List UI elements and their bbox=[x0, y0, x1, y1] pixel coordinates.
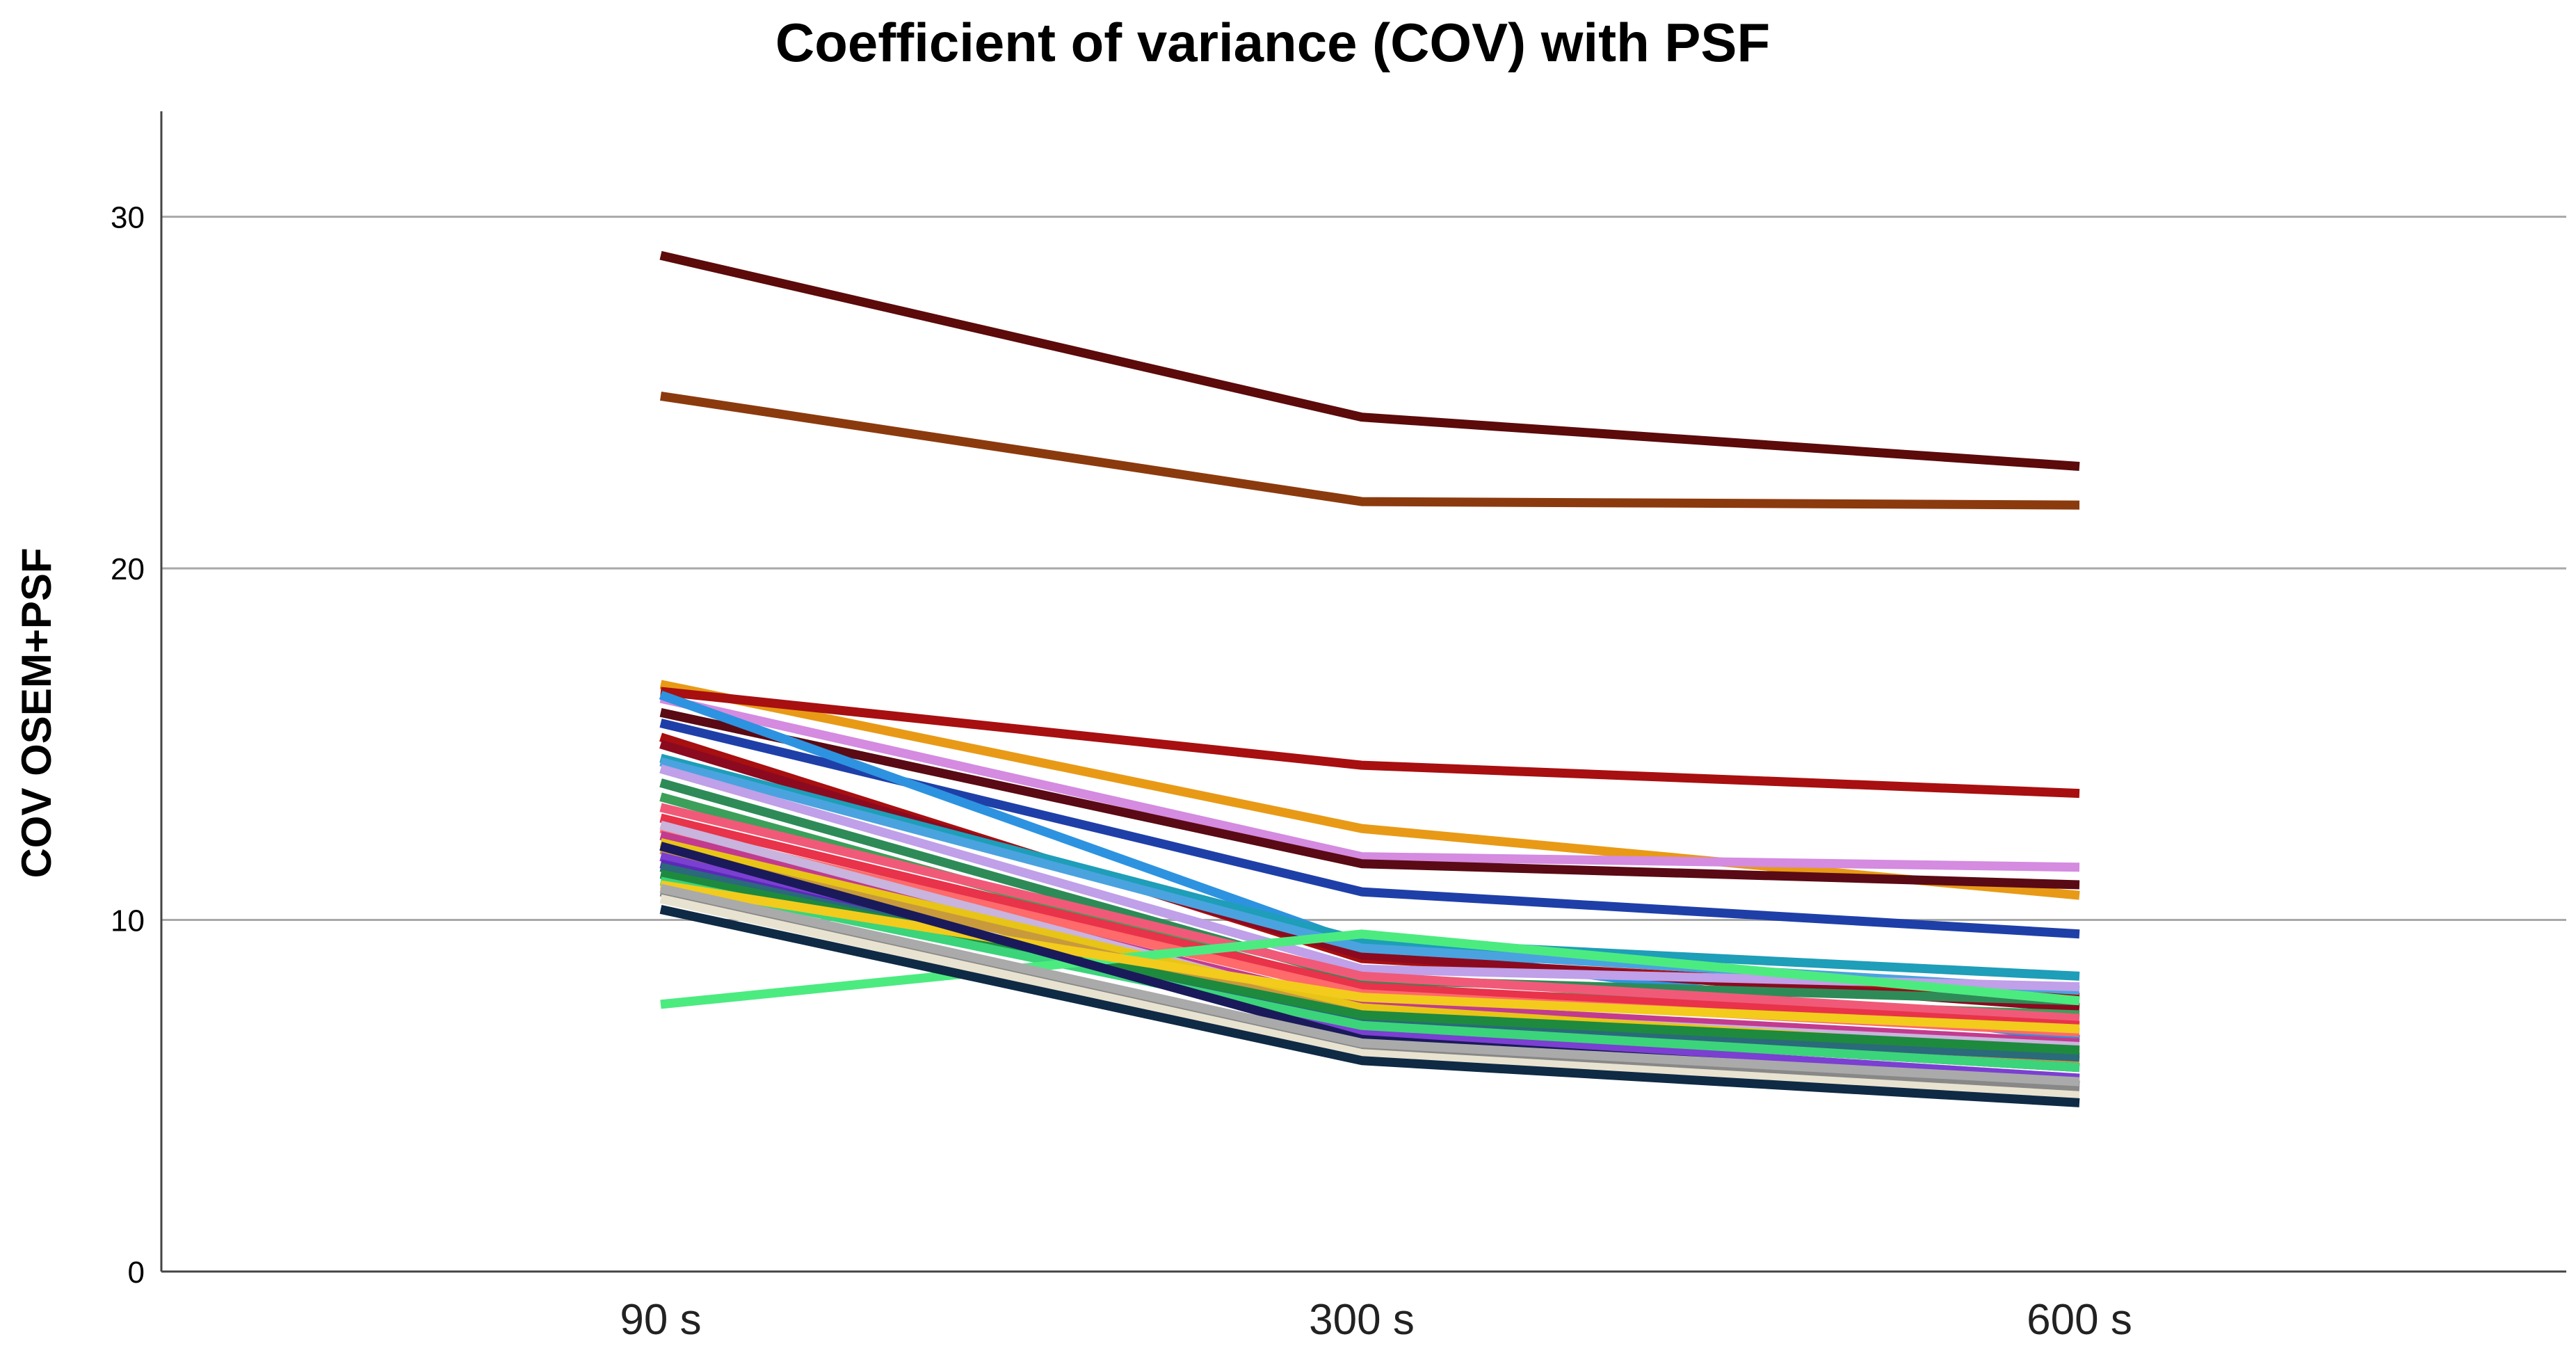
series-line-6 bbox=[659, 707, 2080, 890]
y-axis-label: COV OSEM+PSF bbox=[13, 547, 60, 878]
series-line-4 bbox=[660, 687, 2080, 799]
series-line-29 bbox=[659, 880, 2080, 1034]
series-line-5 bbox=[659, 693, 2080, 872]
tick-labels: 0 10 20 30 90 s 300 s 600 s bbox=[111, 201, 2132, 1344]
series-line-28 bbox=[660, 929, 2080, 1009]
series-line-27 bbox=[659, 876, 2080, 1073]
series-line-2 bbox=[660, 391, 2080, 510]
series-line-11 bbox=[659, 753, 2080, 981]
y-tick-label-20: 20 bbox=[111, 552, 145, 586]
series-line-32 bbox=[659, 883, 2080, 1087]
x-tick-label-3: 600 s bbox=[2027, 1296, 2132, 1344]
series-line-34 bbox=[659, 905, 2080, 1107]
y-tick-label-10: 10 bbox=[111, 904, 145, 938]
series-line-3 bbox=[659, 680, 2080, 900]
x-tick-label-2: 300 s bbox=[1309, 1296, 1415, 1344]
gridlines bbox=[161, 216, 2566, 922]
series-line-1 bbox=[659, 250, 2080, 471]
series-line-17 bbox=[659, 813, 2080, 1030]
axes bbox=[160, 111, 2566, 1273]
series-line-33 bbox=[659, 894, 2080, 1100]
series-lines bbox=[659, 250, 2080, 1107]
y-tick-label-0: 0 bbox=[128, 1256, 145, 1290]
series-line-16 bbox=[659, 803, 2080, 1023]
x-tick-label-1: 90 s bbox=[620, 1296, 701, 1344]
chart-title: Coefficient of variance (COV) with PSF bbox=[775, 12, 1770, 73]
y-tick-label-30: 30 bbox=[111, 201, 145, 235]
